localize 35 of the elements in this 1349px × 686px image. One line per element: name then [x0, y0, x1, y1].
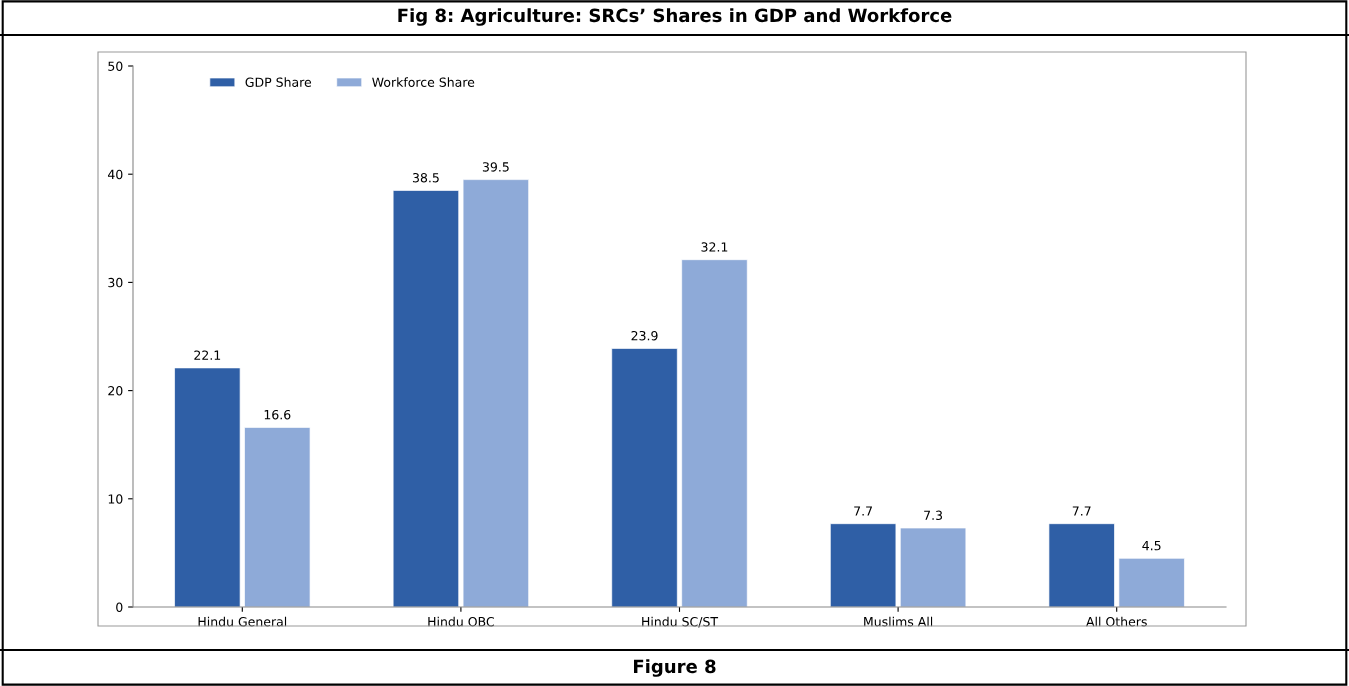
- x-tick-label: Hindu General: [198, 616, 287, 627]
- y-tick-label: 10: [108, 494, 123, 504]
- y-tick-label: 40: [107, 169, 123, 180]
- bar: [174, 367, 241, 607]
- x-tick-label: Hindu SC/ST: [642, 616, 719, 628]
- bar: [244, 427, 311, 607]
- legend-label: GDP Share: [245, 77, 312, 87]
- bar: [681, 259, 748, 607]
- bar: [392, 190, 460, 607]
- data-label: 16.6: [264, 409, 291, 420]
- data-label: 7.7: [854, 506, 872, 516]
- data-label: 38.5: [412, 173, 439, 183]
- data-label: 4.5: [1142, 541, 1161, 551]
- y-tick-label: 50: [108, 61, 123, 71]
- caption: Figure 8: [634, 659, 716, 677]
- chart-title: Fig 8: Agriculture: SRCs’ Shares in GDP and Workforce: [398, 8, 952, 26]
- x-tick-label: Hindu OBC: [428, 616, 494, 627]
- bar: [462, 179, 530, 607]
- bar: [829, 523, 897, 607]
- bar: [611, 348, 678, 607]
- data-label: 7.7: [1072, 506, 1091, 516]
- x-tick-label: Muslims All: [864, 616, 933, 627]
- data-label: 39.5: [482, 162, 509, 172]
- data-label: 23.9: [631, 330, 658, 341]
- bar: [1118, 557, 1185, 607]
- y-tick-label: 0: [116, 602, 123, 612]
- bar: [899, 527, 967, 607]
- bar: [1048, 523, 1115, 607]
- y-tick-label: 30: [108, 277, 123, 288]
- y-tick-label: 20: [108, 386, 123, 396]
- data-label: 32.1: [701, 242, 728, 252]
- data-label: 7.3: [924, 510, 943, 521]
- data-label: 22.1: [194, 350, 221, 360]
- x-tick-label: All Others: [1086, 616, 1147, 627]
- legend-label: Workforce Share: [372, 77, 475, 87]
